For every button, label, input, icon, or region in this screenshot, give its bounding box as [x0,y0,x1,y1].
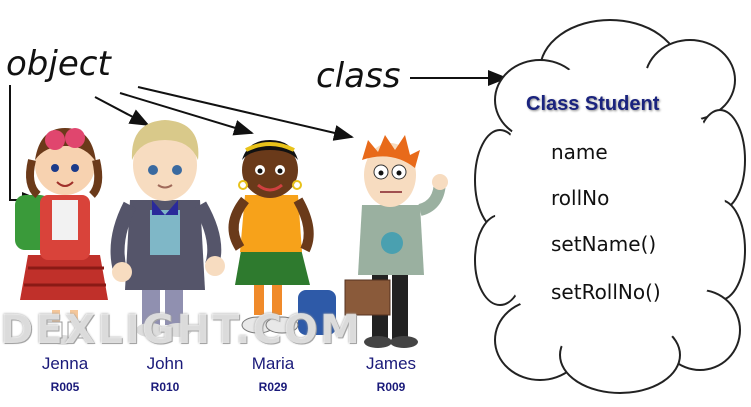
maria-figure [228,140,336,335]
class-member-name: name [551,140,608,164]
class-member-rollno: rollNo [551,186,610,210]
class-title: Class Student [526,93,660,115]
student-name-jenna: Jenna [41,354,89,373]
student-roll-john: R010 [150,380,180,394]
object-label: object [6,44,111,84]
class-label: class [316,56,401,96]
student-roll-jenna: R005 [50,380,80,394]
student-roll-maria: R029 [258,380,288,394]
student-roll-james: R009 [376,380,406,394]
student-name-maria: Maria [251,354,295,373]
arrow-to-james [137,86,354,141]
student-name-john: John [146,354,184,373]
arrow-to-maria [119,92,254,136]
student-name-james: James [365,354,417,373]
class-member-setname: setName() [551,232,657,256]
watermark: DEXLIGHT.COM [0,307,362,353]
class-member-setrollno: setRollNo() [551,280,661,304]
arrow-to-jenna [9,85,42,208]
john-figure [110,120,225,337]
arrow-to-john [94,96,150,126]
james-figure [344,135,448,348]
jenna-figure [15,128,108,345]
